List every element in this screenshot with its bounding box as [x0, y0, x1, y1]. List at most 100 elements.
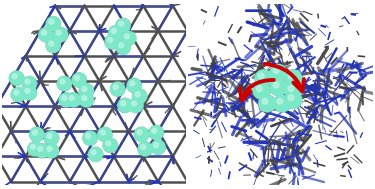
Circle shape	[151, 140, 165, 154]
Circle shape	[258, 73, 264, 79]
Circle shape	[39, 27, 53, 42]
Circle shape	[49, 41, 54, 46]
Circle shape	[25, 79, 30, 84]
Circle shape	[254, 83, 270, 99]
Circle shape	[69, 96, 74, 100]
Circle shape	[138, 142, 153, 156]
Circle shape	[121, 101, 126, 106]
Circle shape	[137, 130, 142, 135]
Circle shape	[28, 142, 42, 156]
Circle shape	[270, 79, 287, 96]
Circle shape	[106, 141, 111, 146]
Circle shape	[38, 146, 43, 151]
Circle shape	[138, 142, 152, 156]
Circle shape	[59, 93, 74, 107]
Circle shape	[127, 79, 141, 92]
Circle shape	[86, 134, 91, 139]
Circle shape	[109, 26, 123, 40]
Circle shape	[82, 96, 87, 100]
Circle shape	[80, 93, 93, 107]
Circle shape	[49, 19, 54, 24]
Circle shape	[30, 127, 44, 142]
Circle shape	[154, 143, 159, 148]
Circle shape	[149, 126, 163, 139]
Circle shape	[152, 128, 157, 133]
Circle shape	[46, 38, 61, 53]
Circle shape	[285, 91, 302, 108]
Circle shape	[9, 71, 24, 85]
Circle shape	[285, 70, 302, 86]
Circle shape	[88, 147, 103, 161]
Circle shape	[100, 130, 105, 135]
Circle shape	[270, 65, 287, 81]
Circle shape	[255, 70, 272, 87]
Circle shape	[288, 73, 294, 79]
Circle shape	[98, 127, 112, 142]
Circle shape	[35, 144, 49, 158]
Circle shape	[118, 98, 132, 112]
Circle shape	[135, 128, 148, 141]
Circle shape	[60, 79, 65, 84]
Circle shape	[22, 77, 36, 91]
Circle shape	[253, 82, 270, 99]
Circle shape	[46, 39, 60, 52]
Circle shape	[141, 145, 146, 149]
Circle shape	[129, 98, 143, 112]
Circle shape	[88, 147, 103, 162]
Circle shape	[44, 143, 59, 158]
Circle shape	[274, 95, 291, 112]
Circle shape	[98, 128, 112, 141]
Circle shape	[116, 19, 130, 33]
Circle shape	[124, 34, 129, 39]
Circle shape	[25, 88, 30, 93]
Circle shape	[45, 131, 58, 145]
Circle shape	[66, 93, 81, 107]
Circle shape	[285, 92, 302, 108]
Circle shape	[262, 98, 268, 104]
Circle shape	[270, 79, 287, 95]
Circle shape	[288, 86, 294, 91]
Circle shape	[11, 87, 26, 102]
Circle shape	[46, 17, 60, 31]
Circle shape	[28, 142, 42, 156]
Circle shape	[30, 128, 44, 141]
Circle shape	[288, 95, 294, 101]
Circle shape	[270, 64, 287, 81]
Circle shape	[10, 71, 24, 85]
Circle shape	[285, 70, 302, 87]
Circle shape	[105, 35, 120, 49]
Circle shape	[108, 26, 123, 40]
Circle shape	[47, 146, 52, 151]
Circle shape	[255, 70, 272, 86]
Circle shape	[12, 74, 17, 79]
Circle shape	[57, 77, 71, 91]
Circle shape	[119, 21, 124, 26]
Circle shape	[14, 90, 19, 95]
Circle shape	[103, 138, 118, 153]
Circle shape	[111, 29, 116, 33]
Circle shape	[30, 145, 36, 149]
Circle shape	[134, 127, 149, 142]
Circle shape	[72, 73, 86, 87]
Circle shape	[75, 76, 80, 81]
Circle shape	[111, 82, 125, 96]
Circle shape	[79, 84, 94, 98]
Circle shape	[72, 73, 86, 87]
Circle shape	[273, 95, 291, 112]
Circle shape	[35, 143, 50, 158]
Circle shape	[46, 16, 61, 31]
Circle shape	[79, 93, 94, 107]
Circle shape	[22, 76, 37, 91]
Circle shape	[45, 144, 58, 158]
Circle shape	[44, 131, 59, 145]
Circle shape	[57, 76, 72, 91]
Circle shape	[273, 68, 279, 73]
Circle shape	[118, 98, 132, 113]
Circle shape	[11, 88, 26, 101]
Circle shape	[135, 92, 140, 97]
Circle shape	[151, 140, 165, 154]
Circle shape	[116, 40, 130, 54]
Circle shape	[129, 98, 143, 113]
Circle shape	[82, 87, 87, 91]
Circle shape	[108, 38, 112, 42]
